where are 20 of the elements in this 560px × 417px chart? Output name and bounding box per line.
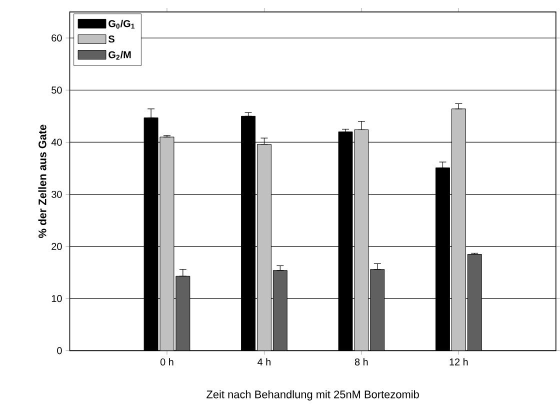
y-tick-label: 0 [57, 346, 62, 354]
legend-label: S [108, 35, 114, 42]
x-tick-label: 8 h [354, 358, 368, 366]
y-tick-label: 50 [52, 86, 62, 94]
x-tick-label: 12 h [450, 358, 468, 366]
y-tick-label: 40 [51, 138, 62, 146]
legend-label: G$_{2}$/M [108, 50, 131, 60]
x-tick-label: 0 h [160, 358, 174, 366]
bar [451, 108, 466, 350]
y-axis-title: % der Zellen aus Gate [38, 124, 46, 238]
legend-label: G$_{0}$/G$_{1}$ [108, 20, 135, 28]
x-tick-label: 4 h [258, 358, 270, 366]
x-axis-title: Zeit nach Behandlung mit 25nM Bortezomib [206, 390, 419, 400]
bar [160, 136, 174, 350]
y-tick-label: 60 [52, 34, 62, 42]
y-tick-label: 20 [52, 242, 62, 250]
bar [354, 129, 369, 350]
bar [256, 144, 272, 350]
y-tick-label: 10 [52, 294, 62, 302]
y-tick-label: 30 [52, 190, 62, 198]
